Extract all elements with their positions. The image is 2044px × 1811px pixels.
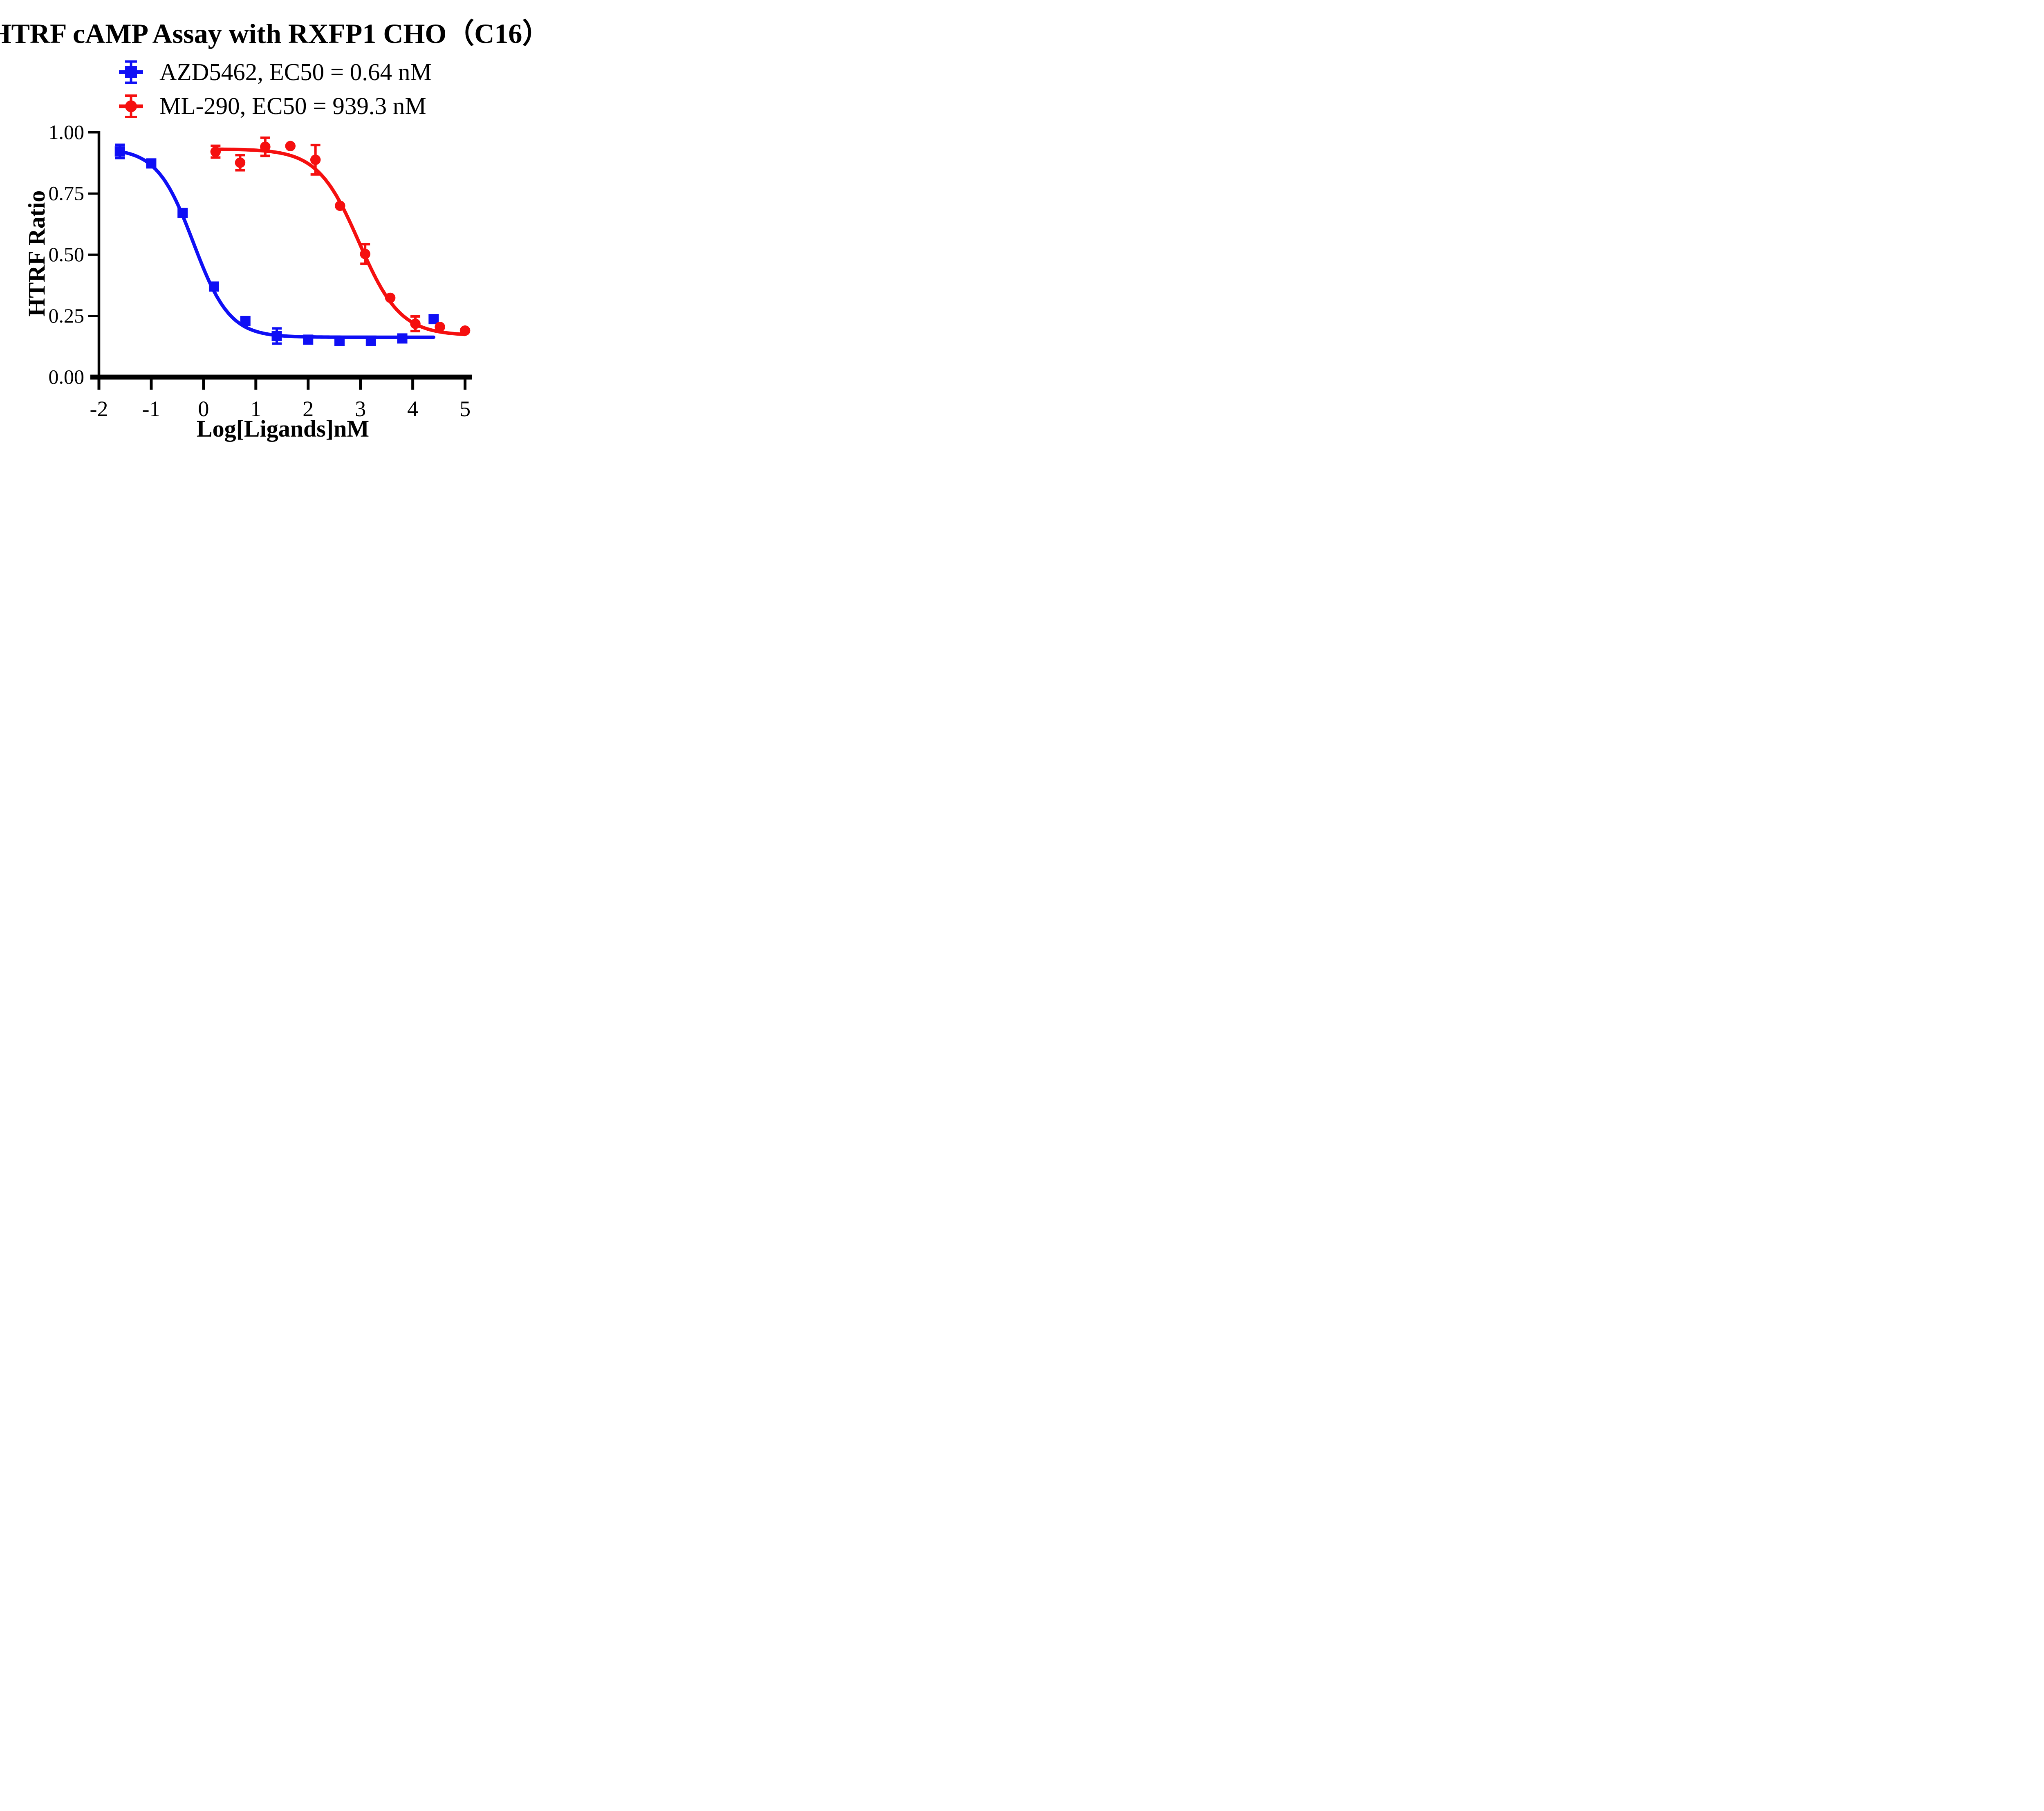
x-tick-label: 4 xyxy=(407,397,418,421)
legend-label-ml290: ML-290, EC50 = 939.3 nM xyxy=(159,92,426,119)
legend-square-marker-icon xyxy=(125,66,137,78)
y-axis: 0.00 0.25 0.50 0.75 1.00 HTRF Ratio xyxy=(23,121,101,388)
x-tick-label: 1 xyxy=(250,397,261,421)
data-point-square xyxy=(365,336,376,346)
data-point-circle xyxy=(210,146,221,157)
x-tick-label: -1 xyxy=(142,397,160,421)
x-ticks xyxy=(97,379,467,390)
data-point-square xyxy=(177,208,188,218)
data-point-square xyxy=(146,158,157,169)
x-axis-title: Log[Ligands]nM xyxy=(197,415,369,442)
x-tick-label: 5 xyxy=(459,397,471,421)
figure: HTRF cAMP Assay with RXFP1 CHO（C16） AZD5… xyxy=(0,0,540,453)
y-tick-label: 1.00 xyxy=(49,121,85,143)
data-point-circle xyxy=(385,292,396,303)
data-point-circle xyxy=(335,200,345,211)
legend-circle-marker-icon xyxy=(125,100,137,112)
data-point-square xyxy=(271,331,282,341)
data-point-square xyxy=(114,146,125,157)
data-point-square xyxy=(240,316,251,326)
data-point-circle xyxy=(410,318,421,329)
chart-canvas: HTRF cAMP Assay with RXFP1 CHO（C16） AZD5… xyxy=(0,18,540,442)
x-tick-label: 3 xyxy=(355,397,366,421)
data-point-circle xyxy=(360,249,370,260)
data-point-square xyxy=(334,336,345,346)
data-point-square xyxy=(428,314,439,325)
data-point-circle xyxy=(260,141,271,152)
legend-item-ml290: ML-290, EC50 = 939.3 nM xyxy=(119,92,426,119)
data-point-circle xyxy=(235,157,246,168)
legend-label-azd5462: AZD5462, EC50 = 0.64 nM xyxy=(159,58,432,85)
fit-curve xyxy=(214,147,467,336)
x-tick-labels: -2 -1 0 1 2 3 4 5 xyxy=(90,397,471,421)
data-point-circle xyxy=(435,322,445,332)
y-tick-labels: 0.00 0.25 0.50 0.75 1.00 xyxy=(49,121,85,388)
data-point-square xyxy=(208,281,219,292)
y-tick-label: 0.50 xyxy=(49,243,85,266)
x-axis: -2 -1 0 1 2 3 4 5 Log[Ligands]nM xyxy=(90,374,472,442)
y-axis-title: HTRF Ratio xyxy=(23,191,50,317)
plot-series xyxy=(114,136,471,346)
legend-item-azd5462: AZD5462, EC50 = 0.64 nM xyxy=(119,58,432,85)
data-point-circle xyxy=(285,141,296,152)
data-point-square xyxy=(303,334,314,345)
chart-title: HTRF cAMP Assay with RXFP1 CHO（C16） xyxy=(0,18,540,49)
data-point-circle xyxy=(459,325,471,336)
data-point-square xyxy=(397,333,408,344)
x-tick-label: 0 xyxy=(198,397,209,421)
y-tick-label: 0.00 xyxy=(49,365,85,388)
x-tick-label: -2 xyxy=(90,397,108,421)
y-ticks xyxy=(88,131,99,317)
x-tick-label: 2 xyxy=(303,397,314,421)
fit-curve xyxy=(118,150,436,339)
y-tick-label: 0.25 xyxy=(49,304,85,327)
data-point-circle xyxy=(310,155,321,165)
series-azd5462 xyxy=(114,143,439,346)
series-ml-290 xyxy=(210,136,471,336)
legend: AZD5462, EC50 = 0.64 nM ML-290, EC50 = 9… xyxy=(119,58,432,119)
y-tick-label: 0.75 xyxy=(49,182,85,204)
